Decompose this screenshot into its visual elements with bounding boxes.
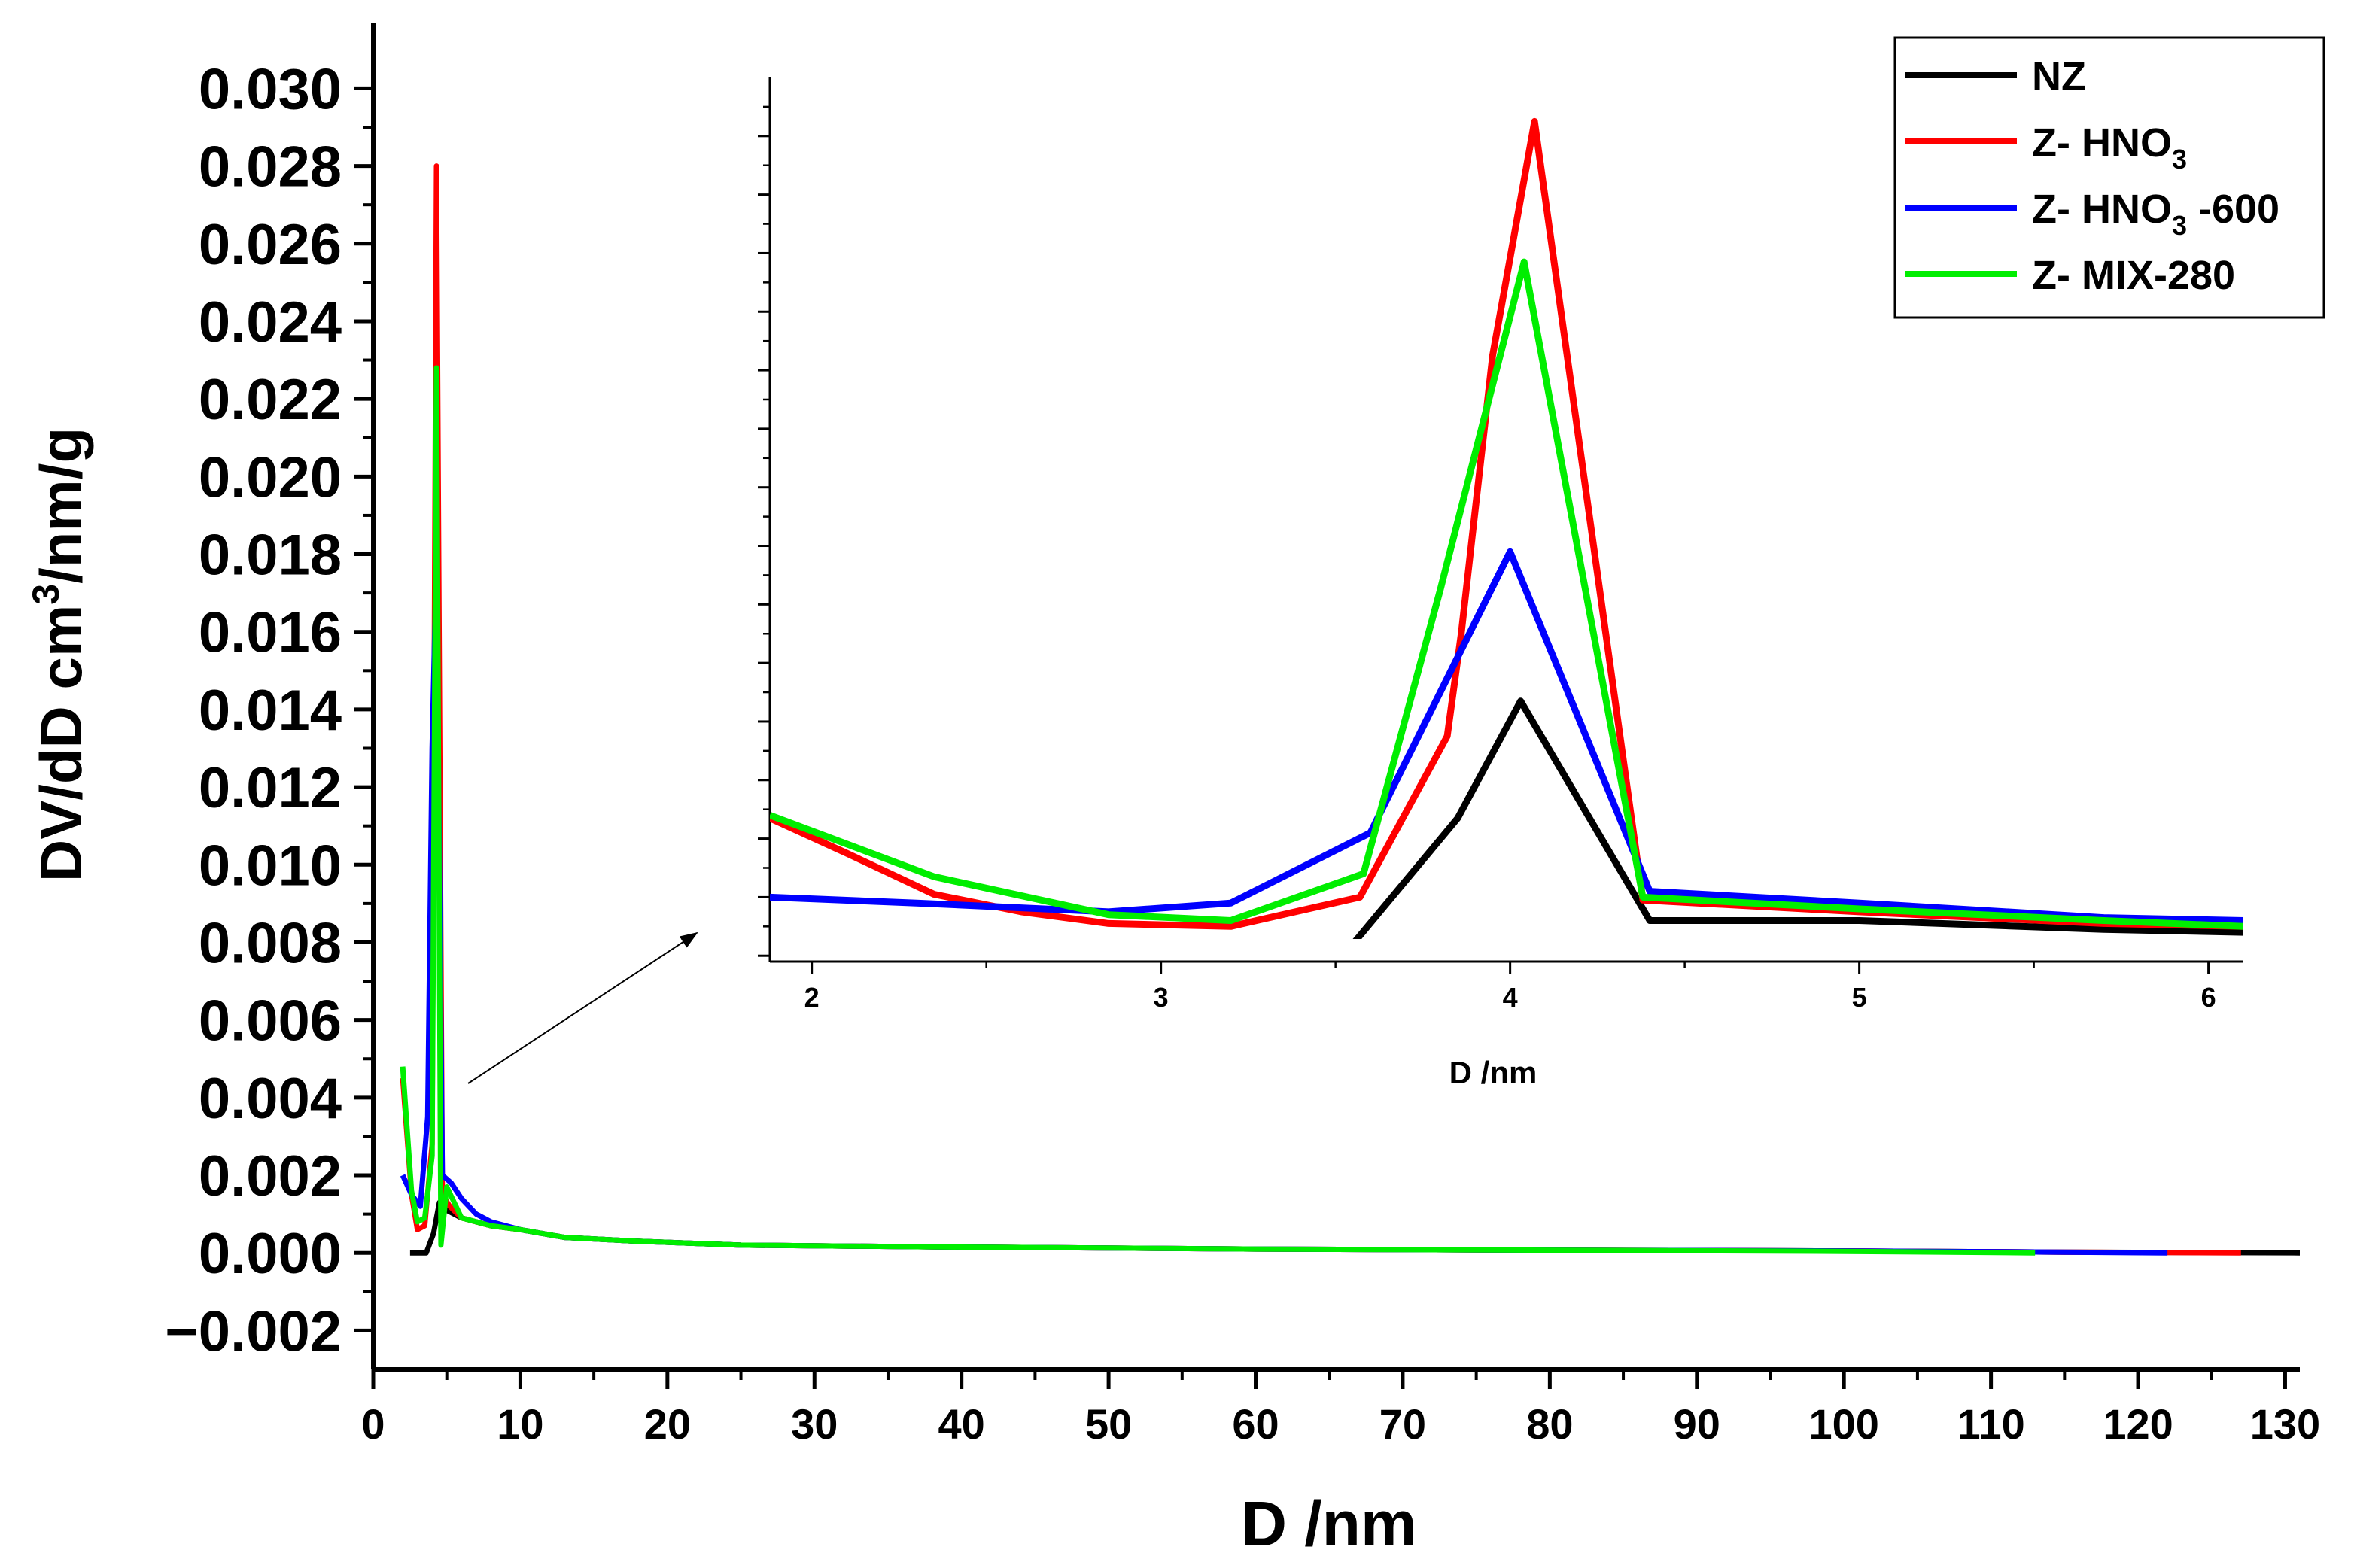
legend-label-2: Z- HNO3 -600 bbox=[2032, 187, 2279, 241]
main-axes: 0 10 20 30 40 50 60 70 80 90 100 110 120 130 −0.002 0.0… bbox=[165, 23, 2320, 1448]
legend-label-3: Z- MIX-280 bbox=[2032, 253, 2235, 298]
main-x-tick-label: 20 bbox=[644, 1400, 691, 1448]
legend-label-1: Z- HNO3 bbox=[2032, 120, 2187, 175]
y-axis-title-base: DV/dD cm bbox=[28, 605, 94, 882]
main-y-tick-label: 0.028 bbox=[199, 135, 342, 199]
main-x-axis-title: D /nm bbox=[1241, 1488, 1416, 1559]
main-x-tick-label: 0 bbox=[361, 1400, 385, 1448]
main-y-tick-label: 0.014 bbox=[199, 679, 342, 743]
main-y-tick-label: 0.026 bbox=[199, 213, 342, 277]
inset-series-group bbox=[770, 117, 2243, 939]
inset-series-line-2 bbox=[770, 548, 2243, 924]
legend-label-text: Z- MIX-280 bbox=[2032, 253, 2235, 298]
inset-pointer-arrow bbox=[467, 931, 698, 1084]
main-y-tick-label: 0.022 bbox=[199, 368, 342, 432]
legend-label-subscript: 3 bbox=[2172, 144, 2187, 175]
main-y-tick-label: 0.002 bbox=[199, 1144, 342, 1208]
main-x-tick-label: 80 bbox=[1526, 1400, 1573, 1448]
y-axis-title-unit: /nm/g bbox=[28, 427, 94, 584]
legend-label-text: NZ bbox=[2032, 54, 2086, 99]
inset-x-axis-title: D /nm bbox=[1449, 1055, 1537, 1090]
legend-label-text: Z- HNO bbox=[2032, 187, 2172, 232]
inset-x-tick-label: 2 bbox=[804, 982, 820, 1013]
main-x-tick-label: 120 bbox=[2103, 1400, 2173, 1448]
main-series-line-1 bbox=[400, 163, 2241, 1256]
inset-x-tick-label: 5 bbox=[1852, 982, 1867, 1013]
legend-label-subscript: 3 bbox=[2172, 210, 2187, 241]
main-y-tick-label: 0.006 bbox=[199, 989, 342, 1053]
main-x-tick-label: 110 bbox=[1957, 1400, 2024, 1448]
inset-x-tick-label: 3 bbox=[1154, 982, 1169, 1013]
main-x-tick-label: 90 bbox=[1674, 1400, 1720, 1448]
main-y-tick-label: −0.002 bbox=[165, 1299, 342, 1363]
inset-series-line-3 bbox=[770, 258, 2243, 930]
main-y-tick-label: 0.000 bbox=[199, 1222, 342, 1286]
main-y-tick-label: 0.010 bbox=[199, 834, 342, 898]
main-x-tick-label: 30 bbox=[791, 1400, 838, 1448]
main-y-tick-label: 0.018 bbox=[199, 524, 342, 588]
main-y-tick-label: 0.024 bbox=[199, 290, 342, 354]
inset-x-tick-label: 4 bbox=[1503, 982, 1518, 1013]
main-series-group bbox=[400, 163, 2300, 1256]
main-y-tick-label: 0.004 bbox=[199, 1067, 342, 1131]
main-x-tick-label: 100 bbox=[1808, 1400, 1878, 1448]
inset-x-tick-label: 6 bbox=[2201, 982, 2216, 1013]
main-y-tick-label: 0.020 bbox=[199, 445, 342, 509]
main-y-axis-title: DV/dD cm3/nm/g bbox=[25, 427, 94, 882]
main-y-tick-label: 0.008 bbox=[199, 911, 342, 975]
legend-label-0: NZ bbox=[2032, 54, 2086, 99]
legend-label-text: Z- HNO bbox=[2032, 120, 2172, 166]
main-y-tick-label: 0.016 bbox=[199, 601, 342, 665]
main-x-tick-label: 50 bbox=[1085, 1400, 1132, 1448]
y-axis-title-superscript: 3 bbox=[25, 584, 67, 605]
main-series-line-3 bbox=[400, 365, 2036, 1256]
main-y-tick-label: 0.030 bbox=[199, 57, 342, 121]
legend-label-suffix: -600 bbox=[2187, 187, 2279, 232]
main-x-tick-label: 70 bbox=[1379, 1400, 1426, 1448]
main-x-tick-label: 60 bbox=[1232, 1400, 1279, 1448]
main-x-tick-label: 130 bbox=[2250, 1400, 2320, 1448]
main-x-tick-label: 10 bbox=[497, 1400, 543, 1448]
main-x-tick-label: 40 bbox=[938, 1400, 985, 1448]
main-y-tick-label: 0.012 bbox=[199, 756, 342, 820]
inset-axes: 2 3 4 5 6 bbox=[758, 77, 2243, 1013]
inset-series-line-0 bbox=[1352, 697, 2243, 939]
